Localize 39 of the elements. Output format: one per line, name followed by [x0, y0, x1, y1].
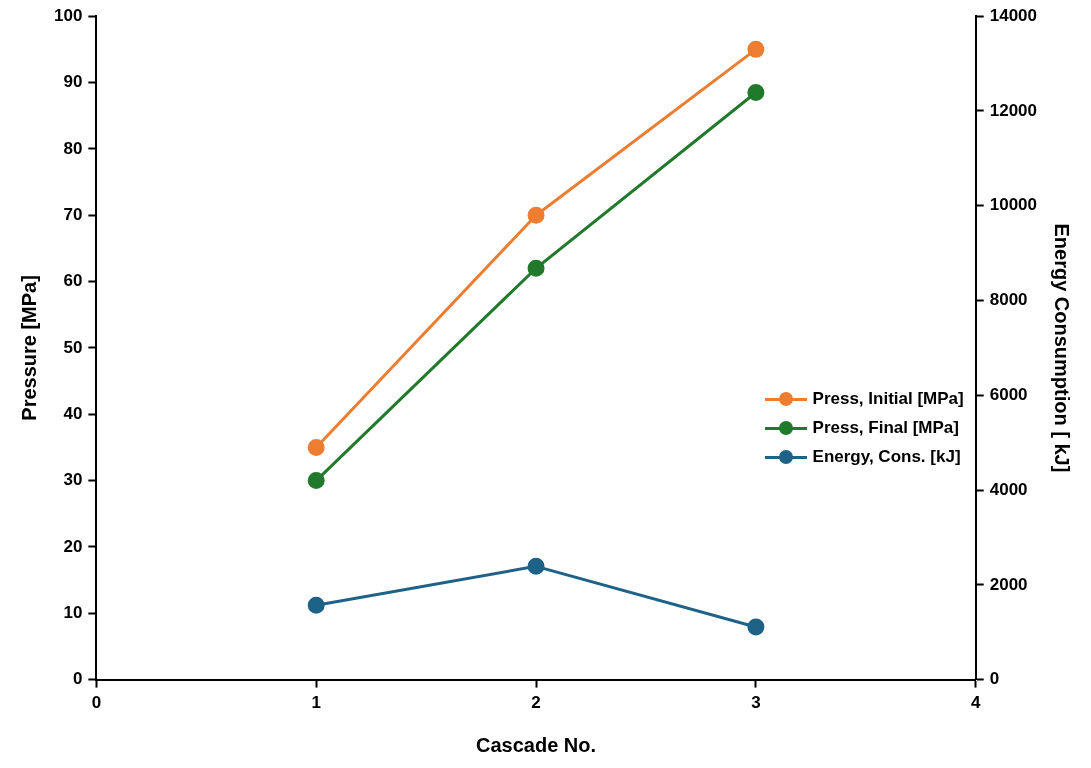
y-tick-label: 30: [63, 470, 83, 490]
point: [307, 438, 325, 456]
point: [307, 472, 325, 490]
point: [307, 596, 325, 614]
legend-label: Press, Final [MPa]: [812, 417, 959, 438]
point: [747, 618, 765, 636]
y2-tick-label: 8000: [989, 290, 1028, 310]
y-tick-label: 70: [63, 204, 83, 224]
point: [527, 206, 545, 224]
y-tick-label: 90: [63, 72, 83, 92]
y2-tick-label: 6000: [989, 384, 1028, 404]
point: [747, 83, 765, 101]
x-tick-label: 2: [531, 693, 541, 713]
point: [747, 40, 765, 58]
y-tick-label: 50: [63, 337, 83, 357]
y2-tick-label: 2000: [989, 574, 1028, 594]
y2-tick-label: 10000: [989, 195, 1038, 215]
x-axis-title: Cascade No.: [476, 733, 597, 756]
point: [527, 259, 545, 277]
y-tick-label: 20: [63, 536, 83, 556]
y2-tick-label: 0: [989, 669, 1000, 689]
legend-label: Energy, Cons. [kJ]: [812, 446, 961, 467]
y-tick-label: 80: [63, 138, 83, 158]
x-tick-label: 4: [970, 693, 981, 713]
y-tick-label: 60: [63, 271, 83, 291]
y2-tick-label: 12000: [989, 100, 1038, 120]
point: [527, 557, 545, 575]
y-tick-label: 40: [63, 403, 83, 423]
x-tick-label: 1: [311, 693, 321, 713]
y2-axis-title: Energy Consumption [ kJ]: [1051, 223, 1074, 473]
y-tick-label: 100: [53, 5, 83, 25]
x-tick-label: 3: [751, 693, 761, 713]
legend-label: Press, Initial [MPa]: [812, 388, 964, 409]
y-tick-label: 0: [72, 669, 83, 689]
y-axis-title: Pressure [MPa]: [17, 275, 40, 421]
y2-tick-label: 14000: [989, 5, 1038, 25]
x-tick-label: 0: [91, 693, 102, 713]
y2-tick-label: 4000: [989, 479, 1028, 499]
y-tick-label: 10: [63, 602, 83, 622]
